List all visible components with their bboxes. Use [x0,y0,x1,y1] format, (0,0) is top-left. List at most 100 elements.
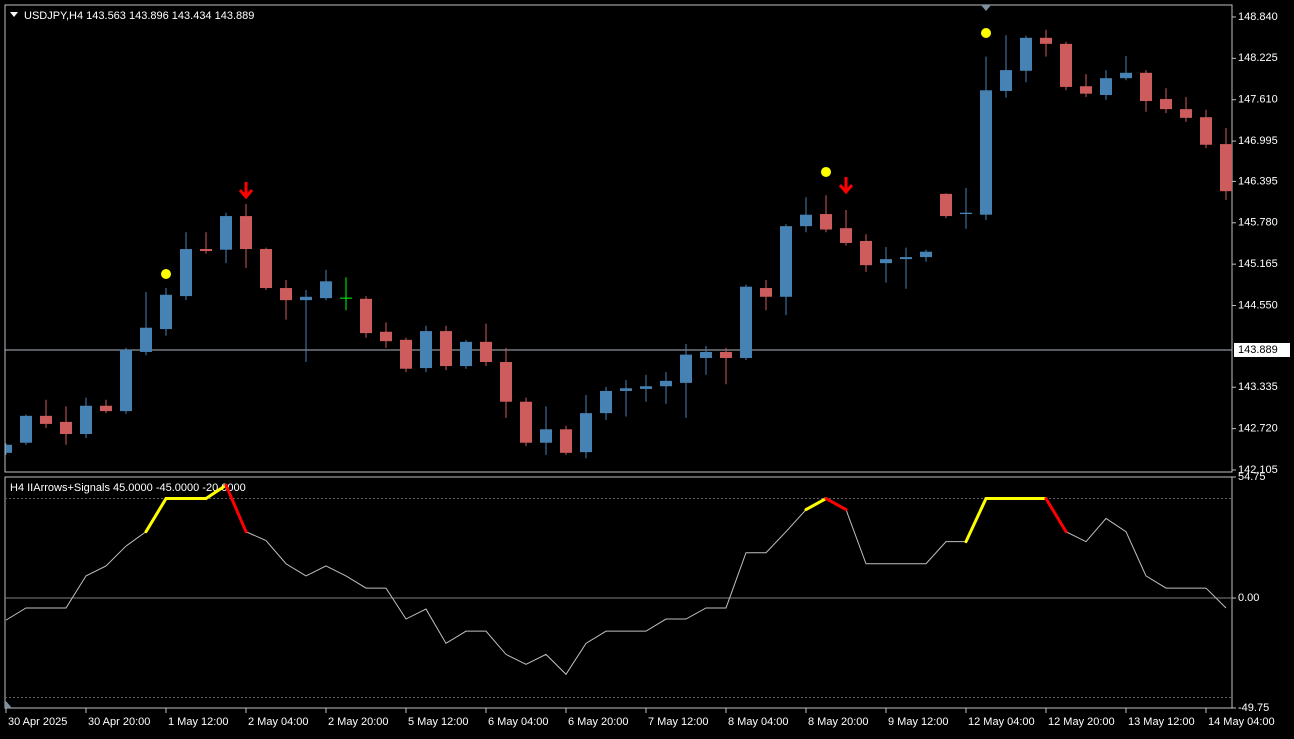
candle-body [1100,78,1112,95]
y-tick-label: -49.75 [1238,702,1269,714]
candle-body [260,249,272,289]
candle-body [900,257,912,260]
candle-body [1060,43,1072,87]
candle-body [1120,72,1132,79]
x-tick-label: 5 May 12:00 [408,716,469,728]
chart-title: USDJPY,H4 143.563 143.896 143.434 143.88… [24,10,254,22]
signal-arrow [838,176,854,195]
signal-segment [144,497,168,534]
x-tick-label: 13 May 12:00 [1128,716,1195,728]
signal-segment [824,497,848,512]
current-price-box [1234,342,1290,357]
candle-body [580,413,592,453]
candle-body [200,249,212,252]
candle-body [380,331,392,342]
x-tick-label: 7 May 12:00 [648,716,709,728]
candle-body [960,212,972,215]
candle-body [800,214,812,227]
candle-body [60,421,72,434]
y-tick-label: 142.720 [1238,423,1278,435]
current-price-label: 143.889 [1238,344,1278,356]
candle-body [540,429,552,443]
y-tick-label: 54.75 [1238,471,1266,483]
candle-body [920,251,932,258]
candle-body [1080,86,1092,94]
candle-body [420,331,432,369]
candle-body [80,405,92,434]
candle-body [320,281,332,299]
candle-body [360,298,372,334]
signal-dot [981,27,991,38]
main-panel-frame [4,4,1233,473]
candle-body [860,240,872,266]
candle-body [1200,117,1212,145]
candle-body [600,390,612,414]
x-tick-label: 8 May 20:00 [808,716,869,728]
y-tick-label: 0.00 [1238,592,1259,604]
y-tick-label: 144.550 [1238,299,1278,311]
x-tick-label: 2 May 20:00 [328,716,389,728]
candle-body [560,429,572,453]
candle-body [100,405,112,412]
signal-dot [821,166,831,177]
y-tick-label: 142.105 [1238,464,1278,476]
signal-dot [161,268,171,279]
candle-body [1140,72,1152,102]
candle-body [520,401,532,443]
x-tick-label: 12 May 20:00 [1048,716,1115,728]
y-tick-label: 147.610 [1238,94,1278,106]
x-tick-label: 30 Apr 20:00 [88,716,150,728]
signal-arrow [238,181,254,200]
signal-segment [1044,497,1068,534]
y-tick-label: 143.335 [1238,381,1278,393]
menu-triangle[interactable] [10,12,18,17]
candle-body [6,444,12,453]
indicator-title: H4 IIArrows+Signals 45.0000 -45.0000 -20… [10,482,246,494]
candle-body [680,354,692,383]
candle-body [480,341,492,363]
y-tick-label: 145.780 [1238,217,1278,229]
scroll-marker [5,700,12,708]
candle-body [840,228,852,243]
x-tick-label: 9 May 12:00 [888,716,949,728]
x-tick-label: 1 May 12:00 [168,716,229,728]
candle-body [640,386,652,389]
candle-body [700,351,712,358]
x-tick-label: 14 May 04:00 [1208,716,1275,728]
y-tick-label: 148.840 [1238,11,1278,23]
candle-body [160,294,172,330]
y-tick-label: 146.395 [1238,175,1278,187]
candle-body [400,339,412,369]
x-tick-label: 2 May 04:00 [248,716,309,728]
candle-body [880,259,892,264]
candle-body [20,415,32,443]
candle-body [980,90,992,215]
indicator-panel-frame [4,476,1233,709]
candle-body [740,286,752,358]
signal-segment [804,497,828,512]
candle-body [180,249,192,297]
candle-body [120,349,132,412]
x-tick-label: 30 Apr 2025 [8,716,67,728]
candle-body [220,216,232,250]
candle-body [620,388,632,391]
candle-body [280,288,292,301]
candle-body [720,351,732,358]
candle-body [1180,109,1192,118]
candle-body [760,288,772,297]
candle-body [40,415,52,424]
signal-segment [964,497,988,544]
candle-body [1220,144,1232,192]
candle-body [660,380,672,387]
candle-body [440,331,452,367]
y-tick-label: 146.995 [1238,135,1278,147]
candle-body [300,296,312,301]
candle-body [1160,99,1172,110]
candle-body [460,341,472,367]
y-tick-label: 145.165 [1238,258,1278,270]
candle-body [1040,37,1052,44]
candle-body [500,362,512,402]
